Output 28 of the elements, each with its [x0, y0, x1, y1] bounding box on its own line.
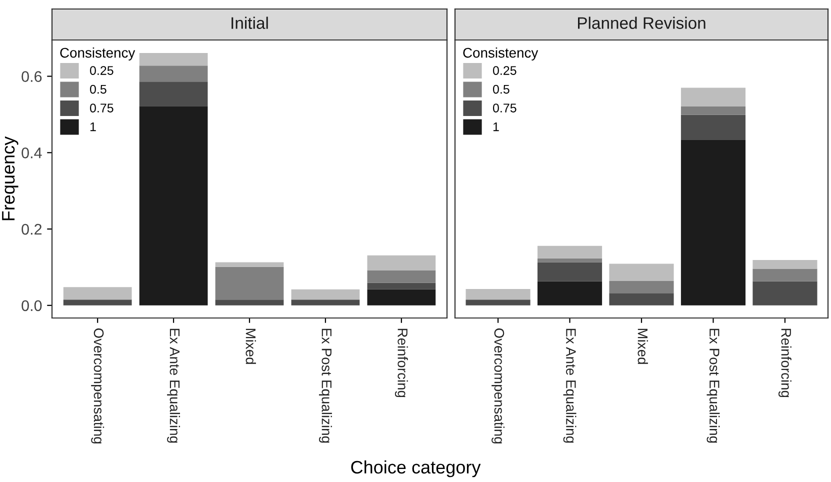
y-axis-title: Frequency	[2, 136, 18, 220]
y-tick-label: 0.4	[22, 148, 42, 158]
x-axis-title: Choice category	[351, 460, 481, 478]
legend-label: 1	[493, 122, 499, 132]
x-tick-label: Reinforcing	[394, 328, 408, 398]
legend-label: 0.5	[492, 84, 510, 94]
chart-title: Initial	[232, 16, 268, 29]
x-tick-label: Overcompensating	[492, 328, 505, 444]
x-tick-label: Ex Post Equalizing	[318, 328, 332, 443]
x-tick-label: Ex Post Equalizing	[706, 328, 720, 443]
legend-label: 1	[90, 122, 96, 132]
legend-label: 0.25	[90, 66, 114, 75]
x-tick-label: Mixed	[638, 328, 648, 364]
legend-label: 0.75	[492, 104, 516, 112]
y-tick-label: 0.2	[22, 224, 42, 235]
legend-title: Consistency	[463, 48, 538, 60]
x-tick-label: Overcompensating	[91, 328, 104, 444]
x-tick-label: Mixed	[246, 328, 256, 364]
x-tick-label: Ex Ante Equalizing	[563, 328, 576, 443]
x-tick-label: Reinforcing	[778, 328, 792, 398]
legend-title: Consistency	[60, 48, 136, 60]
x-tick-label: Ex Ante Equalizing	[167, 328, 180, 443]
legend-label: 0.25	[492, 66, 516, 75]
y-tick-label: 0.0	[22, 300, 42, 312]
legend-label: 0.5	[90, 84, 106, 94]
y-tick-label: 0.6	[22, 71, 42, 82]
chart-title: Planned Revision	[578, 16, 706, 29]
legend-label: 0.75	[90, 104, 114, 112]
